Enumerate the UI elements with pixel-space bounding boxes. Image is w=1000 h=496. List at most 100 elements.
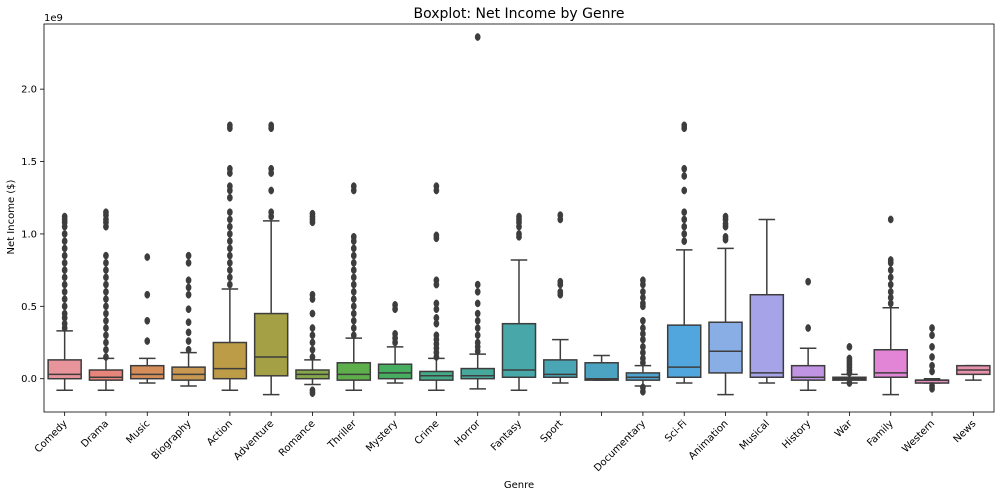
outlier-point: [474, 299, 481, 308]
outlier-point: [103, 266, 109, 274]
outlier-point: [433, 231, 440, 240]
outlier-point: [185, 328, 192, 337]
box: [336, 362, 372, 381]
box-group: [914, 324, 950, 393]
outlier-point: [61, 212, 68, 221]
outlier-point: [433, 182, 440, 190]
outlier-point: [433, 314, 440, 322]
outlier-point: [887, 256, 894, 264]
x-tick-label: Adventure: [232, 418, 276, 462]
x-tick-label: History: [780, 418, 813, 451]
outlier-point: [350, 232, 357, 241]
y-tick-label: 1.0: [21, 229, 37, 240]
outlier-point: [185, 290, 192, 299]
outlier-point: [350, 316, 357, 325]
box: [460, 367, 495, 380]
outlier-point: [227, 182, 233, 190]
x-tick-label: Western: [900, 418, 937, 455]
outlier-point: [227, 215, 233, 224]
x-tick-label: Drama: [79, 418, 111, 450]
outlier-point: [309, 353, 316, 361]
box-group: [543, 211, 578, 384]
x-tick-label: Documentary: [592, 418, 648, 474]
outlier-point: [474, 280, 481, 289]
plot-area: [47, 33, 991, 398]
outlier-point: [557, 211, 564, 219]
outlier-point: [185, 318, 192, 327]
outlier-point: [350, 244, 357, 253]
outlier-point: [227, 280, 233, 289]
outlier-point: [433, 299, 440, 308]
outlier-point: [227, 259, 233, 267]
box-group: [295, 209, 330, 398]
outlier-point: [846, 354, 853, 363]
outlier-point: [350, 309, 357, 318]
outlier-point: [309, 338, 316, 347]
outlier-point: [350, 331, 357, 340]
outlier-point: [185, 251, 192, 260]
x-tick-label: Musical: [738, 418, 772, 452]
outlier-point: [185, 345, 192, 354]
outlier-point: [309, 324, 316, 332]
y-tick-label: 0.0: [21, 374, 37, 385]
outlier-point: [350, 324, 357, 332]
outlier-point: [144, 316, 151, 325]
box: [253, 312, 289, 377]
outlier-point: [227, 222, 233, 231]
box-group: [88, 208, 124, 392]
outlier-point: [350, 266, 357, 274]
x-tick-label: News: [952, 418, 979, 445]
outlier-point: [350, 295, 357, 303]
box-group: [666, 121, 702, 384]
outlier-point: [350, 273, 357, 282]
box-group: [253, 121, 289, 396]
outlier-point: [350, 182, 357, 190]
box: [543, 359, 578, 379]
outlier-point: [61, 230, 68, 238]
outlier-point: [309, 290, 316, 299]
outlier-point: [887, 273, 894, 282]
outlier-point: [681, 237, 688, 246]
box: [666, 324, 702, 379]
outlier-point: [103, 345, 109, 354]
outlier-point: [268, 121, 275, 130]
outlier-point: [61, 266, 68, 274]
outlier-point: [887, 280, 894, 289]
outlier-point: [929, 361, 935, 370]
outlier-point: [929, 343, 935, 351]
box-group: [873, 215, 909, 396]
outlier-point: [103, 316, 109, 325]
outlier-point: [144, 253, 151, 261]
box: [47, 359, 82, 380]
box: [584, 362, 619, 381]
outlier-point: [227, 208, 233, 217]
outlier-point: [309, 309, 316, 318]
outlier-point: [681, 172, 688, 180]
outlier-point: [433, 276, 440, 285]
outlier-point: [805, 277, 811, 286]
outlier-point: [61, 295, 68, 303]
box-group: [212, 121, 248, 392]
outlier-point: [887, 215, 894, 224]
outlier-point: [61, 259, 68, 267]
outlier-point: [392, 301, 398, 309]
outlier-point: [61, 302, 68, 311]
outlier-point: [61, 273, 68, 282]
outlier-point: [681, 164, 688, 173]
outlier-point: [350, 287, 357, 296]
outlier-point: [227, 164, 233, 173]
x-tick-label: Music: [124, 418, 152, 446]
box-group: [47, 212, 82, 392]
outlier-point: [185, 337, 192, 345]
outlier-point: [722, 212, 729, 221]
outlier-point: [103, 273, 109, 282]
outlier-point: [61, 287, 68, 296]
outlier-point: [227, 237, 233, 246]
outlier-point: [61, 251, 68, 260]
outlier-point: [640, 276, 646, 285]
outlier-point: [227, 266, 233, 274]
outlier-point: [640, 287, 646, 296]
outlier-point: [722, 232, 729, 241]
x-tick-label: Horror: [453, 418, 484, 449]
outlier-point: [929, 331, 935, 340]
